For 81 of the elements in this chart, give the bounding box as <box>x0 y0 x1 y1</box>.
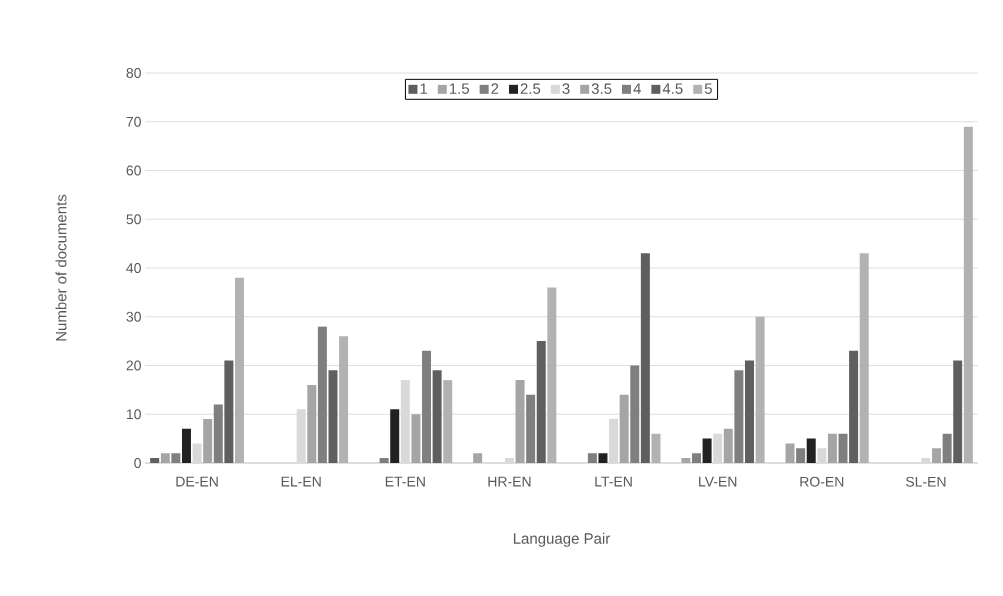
bar <box>192 443 202 463</box>
bar <box>723 428 733 463</box>
bar <box>526 394 536 463</box>
bar <box>181 428 191 463</box>
bar <box>213 404 223 463</box>
y-tick-label: 10 <box>126 409 141 420</box>
bar <box>224 360 234 463</box>
legend-label: 1 <box>420 83 428 94</box>
bar <box>859 253 869 463</box>
bar <box>203 419 213 463</box>
bar <box>619 394 629 463</box>
y-axis-title: Number of documents <box>55 194 67 341</box>
x-tick-label: ET-EN <box>385 476 425 487</box>
bar <box>942 433 952 463</box>
x-axis-title: Language Pair <box>513 532 610 547</box>
legend-label: 1.5 <box>449 83 470 94</box>
bar <box>150 458 160 463</box>
legend-label: 5 <box>704 83 712 94</box>
legend-label: 3 <box>562 83 570 94</box>
bar <box>963 126 973 463</box>
y-tick-label: 70 <box>126 116 141 127</box>
legend-label: 2 <box>491 83 499 94</box>
bar <box>587 453 597 463</box>
bar <box>547 287 557 463</box>
x-tick-label: LT-EN <box>595 476 632 487</box>
bar <box>849 350 859 463</box>
bar <box>806 438 816 463</box>
bar <box>640 253 650 463</box>
bar <box>411 414 421 463</box>
bar <box>838 433 848 463</box>
bar <box>536 341 546 463</box>
bar <box>785 443 795 463</box>
y-tick-label: 60 <box>126 165 141 176</box>
bar <box>827 433 837 463</box>
bar <box>307 384 317 463</box>
legend-label: 3.5 <box>591 83 612 94</box>
bar <box>443 380 453 463</box>
x-tick-label: EL-EN <box>281 476 321 487</box>
bar <box>379 458 389 463</box>
bar <box>702 438 712 463</box>
y-tick-label: 80 <box>126 68 141 78</box>
bar <box>390 409 400 463</box>
bar <box>473 453 483 463</box>
legend-label: 2.5 <box>520 83 541 94</box>
bar <box>734 370 744 463</box>
bar <box>422 350 432 463</box>
bar <box>932 448 942 463</box>
bar <box>339 336 349 463</box>
bar <box>328 370 338 463</box>
bar <box>171 453 181 463</box>
bar <box>817 448 827 463</box>
x-tick-label: HR-EN <box>488 476 531 487</box>
y-tick-label: 20 <box>126 360 141 371</box>
bar <box>691 453 701 463</box>
bar <box>234 277 244 463</box>
bar <box>598 453 608 463</box>
legend-label: 4 <box>633 83 641 94</box>
bar <box>744 360 754 463</box>
x-tick-label: RO-EN <box>800 476 844 487</box>
bar <box>609 419 619 463</box>
bar <box>796 448 806 463</box>
bar <box>755 316 765 463</box>
y-tick-label: 30 <box>126 311 141 322</box>
y-tick-label: 50 <box>126 214 141 225</box>
bar <box>160 453 170 463</box>
bar <box>651 433 661 463</box>
x-tick-label: SL-EN <box>905 476 946 487</box>
bar <box>681 458 691 463</box>
bar <box>953 360 963 463</box>
bar <box>630 365 640 463</box>
x-tick-label: DE-EN <box>176 476 218 487</box>
bar <box>921 458 931 463</box>
bar <box>317 326 327 463</box>
bar <box>713 433 723 463</box>
bar <box>504 458 514 463</box>
bar <box>515 380 525 463</box>
y-tick-label: 40 <box>126 263 141 273</box>
bar <box>432 370 442 463</box>
y-tick-label: 0 <box>134 458 141 468</box>
legend-label: 4.5 <box>662 83 683 94</box>
x-tick-label: LV-EN <box>699 476 737 487</box>
